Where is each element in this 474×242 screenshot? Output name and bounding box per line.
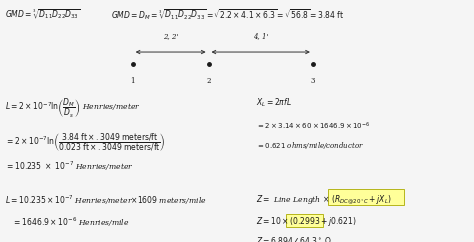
Text: $X_L = 2\pi fL$: $X_L = 2\pi fL$ [256,97,292,109]
Text: $L=10.235\times10^{-7}$ Henries/meter$\times1609$ meters/mile: $L=10.235\times10^{-7}$ Henries/meter$\t… [5,194,206,207]
Text: $GMD = D_M = \sqrt[3]{D_{11}D_{22}D_{33}} = \sqrt{2.2 \times 4.1 \times 6.3} = \: $GMD = D_M = \sqrt[3]{D_{11}D_{22}D_{33}… [111,7,345,22]
Text: $\quad=1646.9\times10^{-6}$ Henries/mile: $\quad=1646.9\times10^{-6}$ Henries/mile [5,215,129,229]
Text: $Z=10\times(0.2993 + j0.621)$: $Z=10\times(0.2993 + j0.621)$ [256,215,356,228]
Text: 1: 1 [130,77,135,85]
Text: 2: 2 [206,77,211,85]
Text: $Z=6.894\angle64.3^\circ\ \Omega$: $Z=6.894\angle64.3^\circ\ \Omega$ [256,235,332,242]
Text: $= 2\times3.14\times60\times1646.9\times10^{-6}$: $= 2\times3.14\times60\times1646.9\times… [256,121,370,132]
Text: $= 0.621$ ohms/mile/conductor: $= 0.621$ ohms/mile/conductor [256,140,364,151]
Text: 2, 2': 2, 2' [163,32,178,40]
Text: $=2\times10^{-7}\ln\!\left(\dfrac{3.84\ \mathrm{ft}\times.3049\ \mathrm{meters/f: $=2\times10^{-7}\ln\!\left(\dfrac{3.84\ … [5,131,165,153]
Text: $L = 2\times10^{-7}\ln\!\left(\dfrac{D_M}{D_s}\right)$ Henries/meter: $L = 2\times10^{-7}\ln\!\left(\dfrac{D_M… [5,97,140,120]
FancyBboxPatch shape [328,189,404,205]
FancyBboxPatch shape [286,214,323,227]
Text: 3: 3 [310,77,315,85]
Text: $Z=$ Line Length $\times\ (R_{DC@20^\circ C} + jX_L)$: $Z=$ Line Length $\times\ (R_{DC@20^\cir… [256,194,392,206]
Text: $=10.235\ \times\ 10^{-7}$ Henries/meter: $=10.235\ \times\ 10^{-7}$ Henries/meter [5,160,134,173]
Text: $GMD = \sqrt[3]{D_{11}D_{22}D_{33}}$: $GMD = \sqrt[3]{D_{11}D_{22}D_{33}}$ [5,7,80,21]
Text: 4, 1': 4, 1' [253,32,268,40]
